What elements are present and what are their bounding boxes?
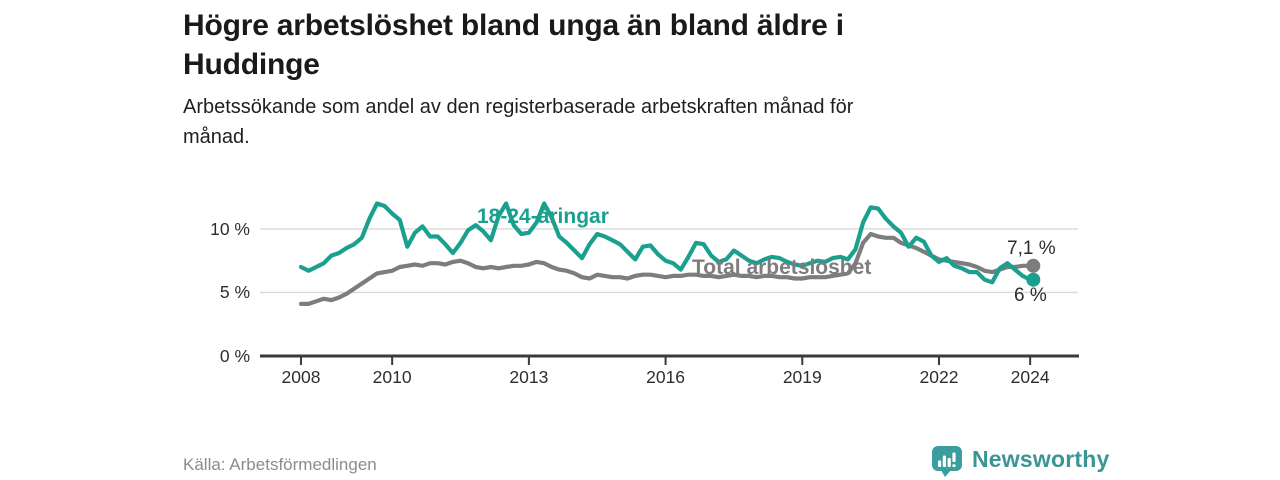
x-axis-label: 2013 <box>509 367 549 387</box>
x-axis-label: 2019 <box>782 367 822 387</box>
end-value-label-young: 6 % <box>1014 285 1047 306</box>
newsworthy-brand-name: Newsworthy <box>972 446 1110 472</box>
y-axis-label: 5 % <box>219 282 250 303</box>
young-series-endpoint-dot <box>1026 272 1041 287</box>
x-axis-label: 2016 <box>646 367 686 387</box>
newsworthy-brand-link[interactable]: Newsworthy <box>931 444 1111 478</box>
y-axis-label: 10 % <box>210 218 250 239</box>
x-axis-label: 2008 <box>281 367 321 387</box>
y-axis-label: 0 % <box>219 346 250 366</box>
x-axis-label: 2022 <box>919 367 959 387</box>
page-subtitle-line2: månad. <box>183 126 250 148</box>
end-value-label-total: 7,1 % <box>1007 238 1056 259</box>
page-subtitle-line1: Arbetssökande som andel av den registerb… <box>183 96 854 118</box>
x-axis-label: 2010 <box>372 367 412 387</box>
x-axis-label: 2024 <box>1010 367 1050 387</box>
page-title-line2: Huddinge <box>183 48 320 81</box>
series-label-young: 18-24-åringar <box>477 205 609 228</box>
young-series-line <box>298 201 1033 285</box>
page-subtitle: Arbetssökande som andel av den registerb… <box>183 92 1043 152</box>
newsworthy-logo-icon <box>932 446 962 477</box>
page-title-line1: Högre arbetslöshet bland unga än bland ä… <box>183 9 844 42</box>
source-attribution: Källa: Arbetsförmedlingen <box>183 455 377 474</box>
total-series-endpoint-dot <box>1026 258 1041 273</box>
series-label-total: Total arbetslöshet <box>692 256 872 279</box>
page-title: Högre arbetslöshet bland unga än bland ä… <box>183 6 1043 84</box>
